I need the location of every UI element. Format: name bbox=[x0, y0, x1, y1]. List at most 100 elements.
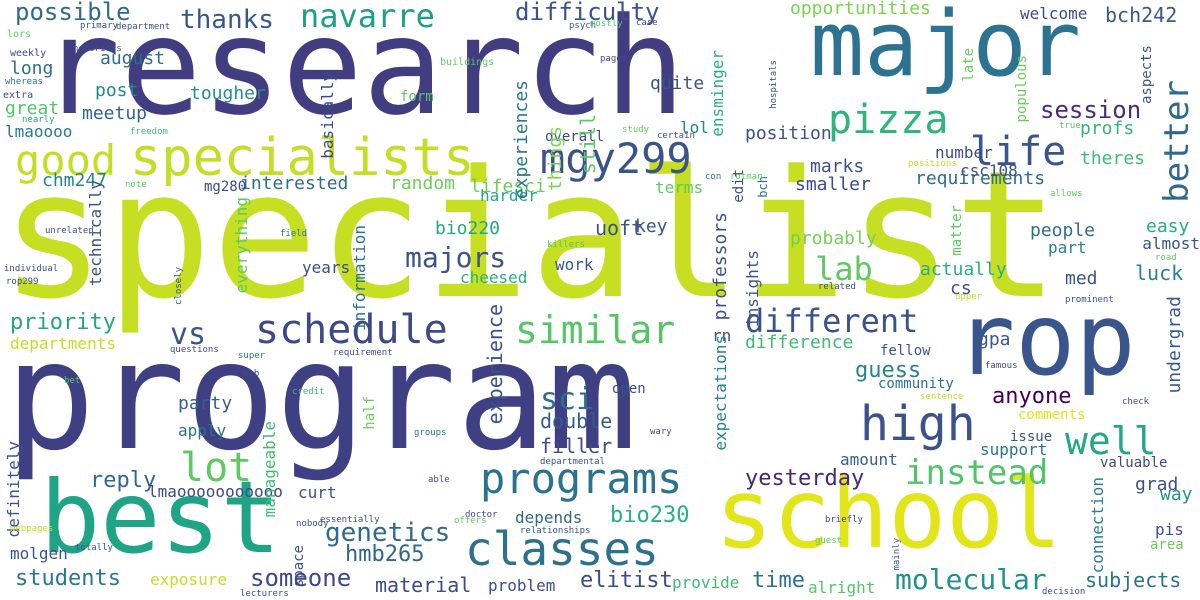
word-different: different bbox=[745, 302, 919, 340]
word-decision: decision bbox=[1042, 587, 1086, 597]
word-theres: theres bbox=[1080, 148, 1146, 169]
word-amount: amount bbox=[840, 450, 898, 469]
word-closely: closely bbox=[174, 267, 184, 305]
word-information: information bbox=[350, 225, 369, 331]
word-groups: groups bbox=[414, 428, 447, 438]
word-true: true bbox=[1059, 121, 1081, 131]
word-departmental: departmental bbox=[540, 457, 606, 467]
word-anyone: anyone bbox=[992, 384, 1072, 409]
word-chm247: chm247 bbox=[42, 170, 108, 191]
word-material: material bbox=[375, 573, 472, 597]
word-open: open bbox=[612, 381, 646, 397]
word-difficulty: difficulty bbox=[515, 0, 660, 26]
word-lmaoooo: lmaoooo bbox=[5, 122, 73, 141]
word-session: session bbox=[1040, 96, 1142, 124]
word-community: community bbox=[878, 376, 954, 392]
word-buildings: buildings bbox=[440, 57, 495, 68]
word-killers: killers bbox=[547, 240, 585, 250]
word-upper: upper bbox=[955, 292, 983, 302]
word-area: area bbox=[1150, 537, 1184, 553]
word-webpages: webpages bbox=[10, 524, 54, 534]
word-high: high bbox=[860, 396, 976, 452]
word-position: position bbox=[745, 123, 832, 144]
word-vs: vs bbox=[170, 317, 207, 352]
word-possible: possible bbox=[15, 0, 131, 26]
word-relationships: relationships bbox=[520, 526, 591, 536]
word-navarre: navarre bbox=[300, 0, 435, 35]
word-overall: overall bbox=[545, 129, 605, 145]
word-study: study bbox=[622, 125, 650, 135]
word-professors: professors bbox=[710, 212, 731, 321]
word-research: research bbox=[40, 0, 686, 145]
word-mg280: mg280 bbox=[204, 179, 247, 195]
word-reply: reply bbox=[90, 468, 157, 493]
word-number: number bbox=[935, 143, 993, 162]
word-space: space bbox=[291, 545, 307, 588]
word-harder: harder bbox=[480, 186, 538, 205]
word-whereas: whereas bbox=[5, 77, 43, 87]
word-people: people bbox=[1030, 220, 1096, 241]
word-rop299: rop299 bbox=[6, 277, 39, 287]
word-uoft: uoft bbox=[595, 216, 644, 240]
word-problem: problem bbox=[488, 576, 556, 595]
word-profs: profs bbox=[1080, 118, 1135, 139]
word-lifesci: lifesci bbox=[470, 176, 546, 197]
word-eeb: eeb bbox=[243, 369, 260, 379]
word-gpa: gpa bbox=[978, 329, 1011, 350]
word-credit: credit bbox=[292, 387, 325, 397]
word-guest: guest bbox=[815, 536, 843, 546]
word-tougher: tougher bbox=[190, 83, 266, 104]
word-mostly: mostly bbox=[590, 19, 623, 29]
word-provide: provide bbox=[672, 573, 740, 592]
word-alright: alright bbox=[808, 578, 876, 597]
word-prominent: prominent bbox=[1065, 295, 1114, 305]
word-way: way bbox=[1160, 484, 1193, 505]
word-double: double bbox=[540, 409, 613, 433]
word-check: check bbox=[1122, 397, 1150, 407]
word-offers: offers bbox=[454, 516, 487, 526]
word-good: good bbox=[15, 136, 117, 185]
word-super: super bbox=[238, 351, 266, 361]
word-sci: sci bbox=[540, 382, 595, 417]
word-populous: populous bbox=[1014, 55, 1030, 123]
word-years: years bbox=[302, 258, 351, 277]
word-cs: cs bbox=[950, 278, 972, 299]
word-exposure: exposure bbox=[150, 570, 228, 589]
word-lors: lors bbox=[7, 29, 32, 40]
word-road: road bbox=[1155, 253, 1177, 263]
word-pizza: pizza bbox=[828, 97, 949, 143]
word-briefly: briefly bbox=[825, 515, 863, 525]
word-bio230: bio230 bbox=[610, 503, 690, 528]
word-note: note bbox=[125, 180, 147, 190]
word-issue: issue bbox=[1010, 429, 1053, 445]
word-everything: everything bbox=[232, 197, 251, 294]
word-undergrad: undergrad bbox=[1164, 296, 1185, 394]
word-pis: pis bbox=[1155, 520, 1184, 539]
word-insights: insights bbox=[743, 250, 762, 328]
word-apply: apply bbox=[178, 421, 227, 440]
word-wary: wary bbox=[650, 427, 672, 437]
word-mainly: mainly bbox=[892, 538, 902, 571]
word-certain: certain bbox=[657, 131, 695, 141]
word-filler: filler bbox=[540, 434, 613, 458]
word-notorious: notorious bbox=[73, 44, 122, 54]
word-instead: instead bbox=[905, 453, 1049, 493]
word-totally: totally bbox=[75, 543, 113, 553]
word-priority: priority bbox=[10, 310, 116, 335]
word-post: post bbox=[95, 80, 139, 101]
word-party: party bbox=[178, 393, 233, 414]
word-elitist: elitist bbox=[580, 568, 673, 593]
word-guess: guess bbox=[855, 358, 922, 383]
word-doctor: doctor bbox=[465, 510, 498, 520]
word-department: department bbox=[116, 22, 171, 32]
word-questions: questions bbox=[170, 345, 219, 355]
word-essentially: essentially bbox=[320, 515, 380, 525]
word-programs: programs bbox=[480, 454, 683, 503]
word-subjects: subjects bbox=[1085, 568, 1182, 592]
word-expectations: expectations bbox=[711, 335, 730, 451]
word-school: school bbox=[715, 458, 1062, 570]
word-related: related bbox=[818, 282, 856, 292]
word-major: major bbox=[810, 0, 1081, 97]
word-extra: extra bbox=[3, 90, 34, 101]
word-bio220: bio220 bbox=[435, 218, 501, 239]
